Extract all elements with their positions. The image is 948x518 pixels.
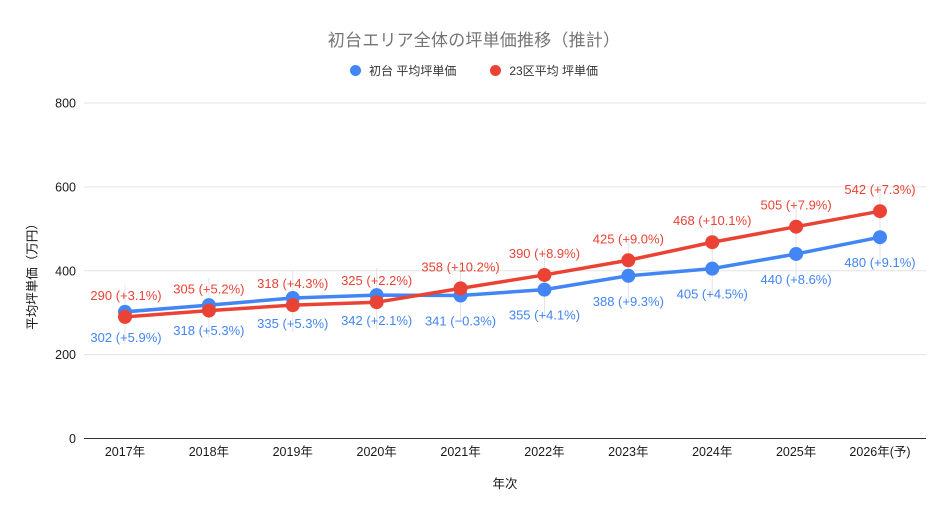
data-point-label: 335 (+5.3%) [257, 316, 328, 331]
data-point-label: 318 (+4.3%) [257, 276, 328, 291]
data-point[interactable] [873, 230, 887, 245]
data-point[interactable] [285, 298, 300, 313]
x-tick-label: 2021年 [440, 445, 480, 459]
data-point-label: 305 (+5.2%) [173, 282, 244, 297]
data-point-label: 325 (+2.2%) [341, 273, 412, 288]
chart-legend: 初台 平均坪単価 23区平均 坪単価 [0, 62, 948, 79]
legend-item-23ku[interactable]: 23区平均 坪単価 [490, 62, 598, 79]
data-point-label: 355 (+4.1%) [509, 308, 580, 323]
y-tick-label: 600 [55, 180, 76, 194]
data-point-label: 505 (+7.9%) [761, 198, 832, 213]
x-tick-label: 2025年 [776, 445, 816, 459]
data-point-label: 390 (+8.9%) [509, 246, 580, 261]
data-point-label: 290 (+3.1%) [90, 288, 161, 303]
data-point[interactable] [537, 282, 552, 297]
x-tick-label: 2022年 [524, 445, 564, 459]
legend-marker-blue-icon [349, 65, 361, 76]
data-point[interactable] [789, 246, 804, 261]
y-tick-label: 400 [55, 264, 76, 278]
data-point[interactable] [369, 295, 384, 310]
data-point-label: 342 (+2.1%) [341, 313, 412, 328]
data-point-label: 468 (+10.1%) [673, 213, 751, 228]
series-line [123, 209, 882, 319]
data-point[interactable] [873, 204, 887, 219]
x-tick-label: 2018年 [189, 445, 229, 459]
data-point[interactable] [789, 219, 804, 234]
data-point-label: 388 (+9.3%) [593, 294, 664, 309]
legend-item-hatsudai[interactable]: 初台 平均坪単価 [349, 62, 457, 79]
data-point-label: 341 (−0.3%) [425, 313, 496, 328]
data-point[interactable] [621, 268, 636, 283]
y-tick-label: 0 [69, 432, 76, 446]
data-point[interactable] [621, 253, 636, 268]
x-tick-label: 2019年 [273, 445, 313, 459]
legend-marker-red-icon [490, 65, 502, 76]
data-point[interactable] [705, 235, 720, 250]
data-point[interactable] [537, 267, 552, 282]
chart-title: 初台エリア全体の坪単価推移（推計） [327, 31, 621, 50]
data-point-label: 318 (+5.3%) [173, 323, 244, 338]
x-tick-label: 2026年(予) [849, 445, 910, 459]
data-point[interactable] [118, 309, 132, 324]
x-tick-label: 2024年 [692, 445, 732, 459]
legend-label-hatsudai: 初台 平均坪単価 [368, 64, 457, 78]
legend-label-23ku: 23区平均 坪単価 [509, 64, 599, 78]
data-point-label: 358 (+10.2%) [421, 259, 499, 274]
data-point[interactable] [453, 281, 468, 296]
data-point-label: 542 (+7.3%) [844, 182, 915, 197]
data-point-label: 302 (+5.9%) [90, 330, 161, 345]
data-point[interactable] [705, 261, 720, 276]
data-point-label: 480 (+9.1%) [844, 255, 915, 270]
x-tick-label: 2020年 [357, 445, 397, 459]
series-line [123, 235, 882, 314]
y-tick-label: 200 [55, 348, 76, 362]
x-tick-label: 2017年 [105, 445, 145, 459]
data-point-label: 405 (+4.5%) [677, 287, 748, 302]
data-point[interactable] [201, 303, 216, 318]
y-tick-label: 800 [55, 97, 76, 111]
data-point-label: 440 (+8.6%) [761, 272, 832, 287]
x-axis-title: 年次 [492, 477, 518, 491]
x-tick-label: 2023年 [608, 445, 648, 459]
data-point-label: 425 (+9.0%) [593, 231, 664, 246]
